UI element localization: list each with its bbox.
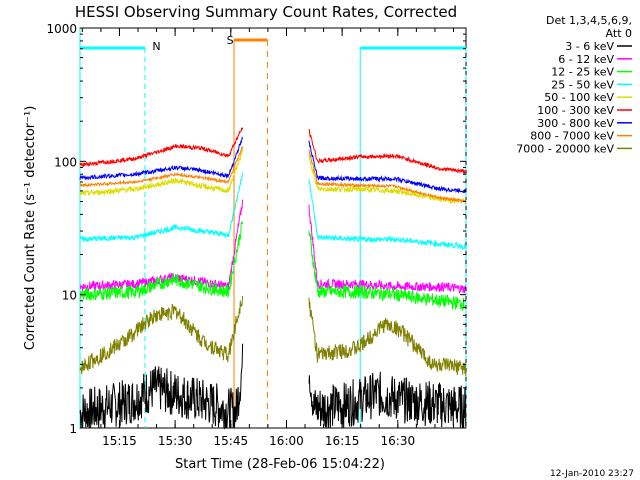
series-line-1-0 [79,199,244,293]
x-tick-label: 15:30 [158,434,193,448]
legend-header-attenuator: Att 0 [606,27,632,40]
legend-label: 50 - 100 keV [544,91,614,104]
legend-header-detectors: Det 1,3,4,5,6,9, [546,14,632,27]
y-tick-label: 10 [62,289,77,303]
night-label: N [152,40,160,53]
series-line-7-1 [308,149,467,204]
y-tick-label: 1000 [46,22,77,36]
series-line-6-1 [308,140,467,194]
legend-label: 100 - 300 keV [537,104,614,117]
saa-label: S [227,34,234,47]
legend-label: 7000 - 20000 keV [516,142,614,155]
x-axis-label: Start Time (28-Feb-06 15:04:22) [175,457,385,472]
series-line-0-0 [79,343,244,430]
series-line-7-0 [79,146,244,188]
series-line-4-1 [308,155,467,205]
x-tick-label: 15:45 [214,434,249,448]
legend-label: 6 - 12 keV [558,53,614,66]
x-tick-label: 16:15 [325,434,360,448]
series-line-5-0 [79,127,244,168]
x-tick-label: 16:30 [381,434,416,448]
ticks-layer: 1 10 100 1000 15:15 15:30 15:45 16:00 16:15 16:30 [46,22,466,448]
y-axis-label: Corrected Count Rate (s⁻¹ detector⁻¹) [23,106,38,351]
series-line-0-1 [308,371,467,429]
series-line-6-0 [79,136,244,181]
series-line-3-1 [308,179,467,250]
legend-label: 300 - 800 keV [537,117,614,130]
y-tick-label: 1 [69,422,77,436]
series-line-2-1 [308,230,467,312]
series-line-4-0 [79,148,244,197]
x-tick-label: 16:00 [269,434,304,448]
series-line-5-1 [308,128,467,176]
series-layer [79,127,467,430]
legend-label: 3 - 6 keV [565,40,614,53]
series-line-3-0 [79,172,244,243]
x-tick-label: 15:15 [102,434,137,448]
date-stamp: 12-Jan-2010 23:27 [550,469,634,479]
legend-label: 12 - 25 keV [551,66,614,79]
series-line-8-0 [79,295,244,375]
chart-title: HESSI Observing Summary Count Rates, Cor… [75,3,457,21]
series-line-8-1 [308,297,467,377]
legend-label: 800 - 7000 keV [530,130,614,143]
series-line-2-0 [79,221,244,301]
y-tick-label: 100 [54,155,77,169]
legend-label: 25 - 50 keV [551,78,614,91]
